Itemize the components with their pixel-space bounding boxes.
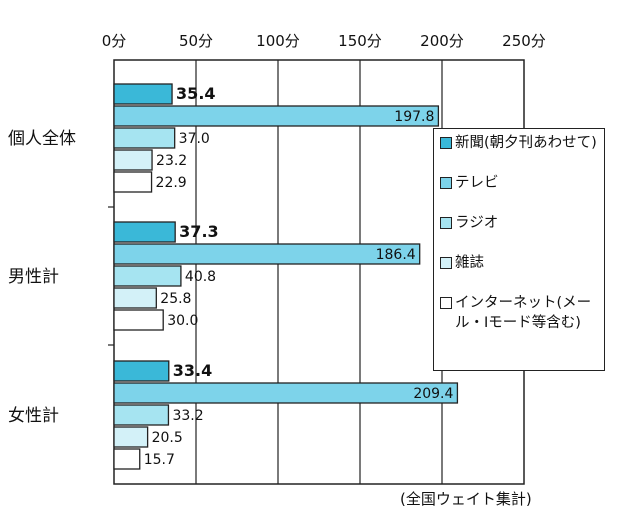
legend-label-radio: ラジオ [455, 215, 499, 231]
bar-all-radio [113, 127, 176, 149]
legend-label-tv: テレビ [455, 175, 499, 191]
value-label: 20.5 [152, 430, 183, 446]
value-label: 30.0 [167, 313, 198, 329]
bar-female-tv [113, 382, 459, 404]
legend-item-magazine: 雑誌 [440, 253, 598, 273]
value-label: 40.8 [185, 269, 216, 285]
legend-item-tv: テレビ [440, 173, 598, 193]
value-label: 33.2 [172, 408, 203, 424]
x-tick-label: 200分 [420, 32, 464, 50]
legend-item-radio: ラジオ [440, 213, 598, 233]
bar-male-internet [113, 309, 164, 331]
value-label: 37.0 [179, 131, 210, 147]
bar-female-radio [113, 404, 170, 426]
value-label: 25.8 [160, 291, 191, 307]
value-label: 209.4 [413, 386, 453, 402]
category-label: 女性計 [8, 406, 59, 426]
bar-female-magazine [113, 426, 149, 448]
legend-swatch-magazine [440, 257, 452, 269]
legend-swatch-internet [440, 297, 452, 309]
legend-item-newspaper: 新聞(朝夕刊あわせて) [440, 133, 598, 153]
footnote: (全国ウェイト集計) [400, 490, 532, 508]
legend-label-magazine: 雑誌 [455, 255, 484, 271]
legend-swatch-radio [440, 217, 452, 229]
bar-male-radio [113, 265, 182, 287]
bar-all-internet [113, 171, 153, 193]
bar-male-tv [113, 243, 421, 265]
bar-female-newspaper [113, 360, 170, 382]
legend-swatch-tv [440, 177, 452, 189]
bar-all-newspaper [113, 83, 173, 105]
bar-male-newspaper [113, 221, 176, 243]
x-tick-label: 250分 [502, 32, 546, 50]
bar-female-internet [113, 448, 141, 470]
x-tick-label: 100分 [256, 32, 300, 50]
bar-all-tv [113, 105, 440, 127]
bar-all-magazine [113, 149, 153, 171]
x-tick-label: 0分 [102, 32, 127, 50]
category-label: 男性計 [8, 267, 59, 287]
value-label: 197.8 [394, 109, 434, 125]
chart-legend: 新聞(朝夕刊あわせて) テレビ ラジオ 雑誌 インターネット(メール・Iモード等… [433, 128, 605, 371]
legend-label-internet: インターネット(メール・Iモード等含む) [455, 295, 592, 331]
legend-swatch-newspaper [440, 137, 452, 149]
value-label: 15.7 [144, 452, 175, 468]
bar-male-magazine [113, 287, 157, 309]
value-label: 35.4 [176, 84, 215, 103]
value-label: 33.4 [173, 361, 212, 380]
value-label: 37.3 [179, 222, 218, 241]
legend-item-internet: インターネット(メール・Iモード等含む) [440, 293, 598, 333]
value-label: 186.4 [376, 247, 416, 263]
x-tick-label: 150分 [338, 32, 382, 50]
category-label: 個人全体 [8, 129, 76, 149]
x-tick-label: 50分 [179, 32, 213, 50]
legend-label-newspaper: 新聞(朝夕刊あわせて) [455, 135, 597, 151]
value-label: 23.2 [156, 153, 187, 169]
value-label: 22.9 [156, 175, 187, 191]
